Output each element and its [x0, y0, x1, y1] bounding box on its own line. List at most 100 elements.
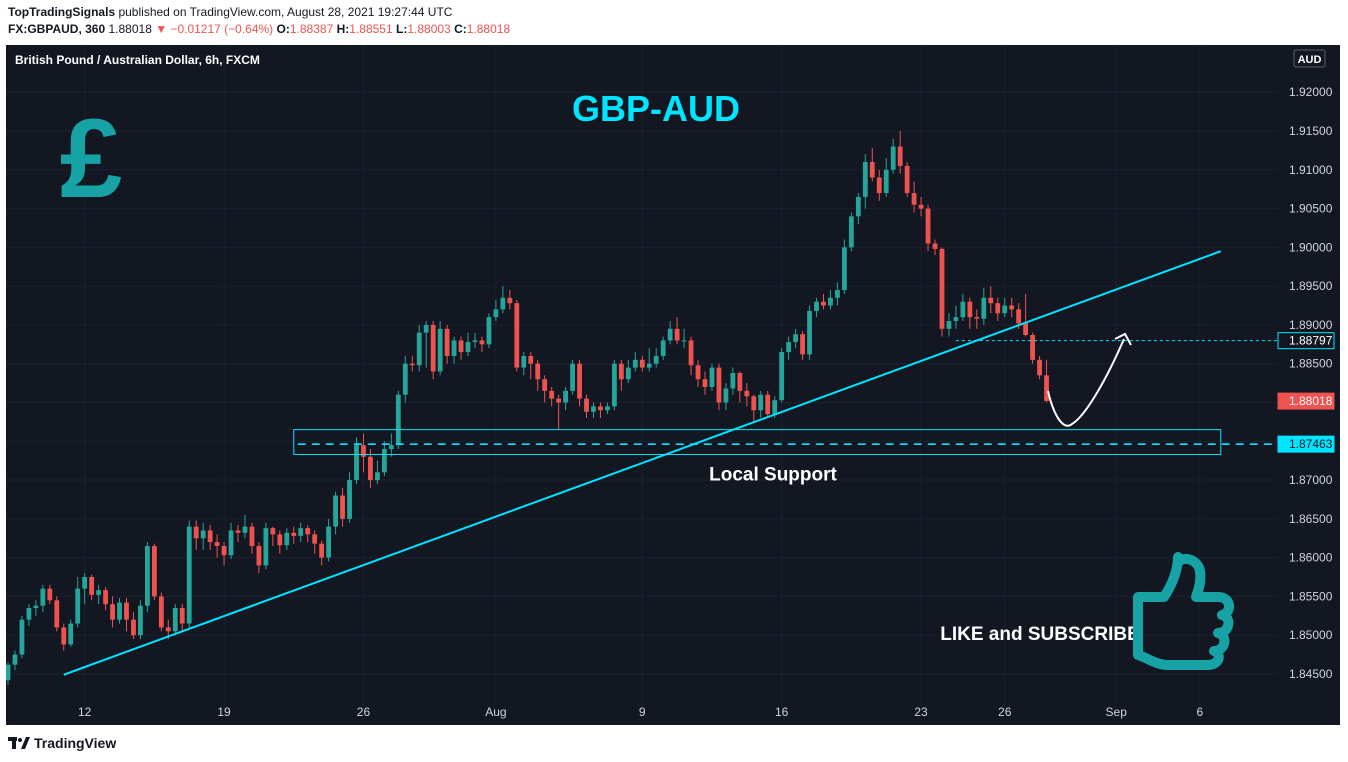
candle	[402, 363, 408, 395]
candle	[354, 445, 359, 481]
price-label: 1.88797	[1289, 334, 1333, 348]
candle	[814, 301, 819, 311]
candlestick-chart[interactable]: British Pound / Australian Dollar, 6h, F…	[5, 45, 1340, 725]
time-tick: 6	[1197, 705, 1204, 719]
low-label: L:	[396, 22, 408, 36]
candle	[779, 352, 785, 401]
candle	[800, 334, 805, 355]
candle	[904, 165, 910, 194]
change-value: ▼ −0.01217 (−0.64%)	[155, 22, 274, 36]
candle	[625, 367, 631, 380]
candle	[1009, 305, 1015, 310]
candle	[19, 619, 25, 655]
candle	[535, 363, 541, 380]
candle	[395, 394, 401, 446]
candle	[507, 297, 513, 304]
candle	[521, 355, 527, 368]
candle	[423, 324, 429, 333]
price-tick: 1.92000	[1289, 85, 1333, 99]
published-text: published on TradingView.com, August 28,…	[115, 5, 453, 19]
currency-label: AUD	[1298, 54, 1322, 66]
time-tick: 26	[357, 705, 371, 719]
candle	[570, 363, 575, 391]
candle	[967, 301, 973, 318]
candle	[765, 394, 771, 415]
candle	[33, 605, 39, 609]
price-tick: 1.90000	[1289, 240, 1333, 254]
candle	[981, 297, 987, 319]
candle	[131, 619, 136, 636]
tradingview-logo-icon	[8, 737, 30, 749]
candle	[249, 526, 255, 546]
candle	[117, 602, 122, 620]
trend-line[interactable]	[63, 250, 1222, 676]
candle	[939, 248, 945, 329]
candle	[835, 290, 840, 298]
time-axis-ticks: 12 19 26 Aug 9 16 23 26 Sep 6	[78, 705, 1204, 719]
time-tick: 9	[639, 705, 646, 719]
tradingview-logo[interactable]: TradingView	[8, 735, 116, 751]
candle	[1016, 309, 1022, 324]
candle	[165, 627, 171, 632]
candle	[103, 590, 108, 605]
candle	[786, 341, 792, 353]
candle	[639, 359, 645, 368]
candle	[472, 340, 478, 342]
candle	[270, 528, 276, 535]
price-tick: 1.88500	[1289, 357, 1333, 371]
pound-icon: £	[60, 96, 122, 221]
candle	[911, 193, 917, 205]
candle	[333, 495, 338, 527]
candle	[228, 530, 234, 556]
candle	[1044, 375, 1049, 401]
candle	[918, 204, 924, 209]
currency-box[interactable]	[1293, 49, 1326, 68]
candle	[172, 608, 178, 632]
price-tick: 1.85500	[1289, 589, 1333, 603]
price-labels: 1.88797 1.88018 1.87463	[1277, 332, 1335, 453]
candle	[179, 608, 185, 624]
time-tick: 16	[775, 705, 789, 719]
candle	[556, 398, 562, 403]
price-tick: 1.91500	[1289, 124, 1333, 138]
price-tick: 1.84500	[1289, 667, 1333, 681]
candle	[744, 390, 750, 397]
candle	[1023, 323, 1029, 336]
brand-name: TradingView	[34, 735, 117, 751]
candle	[486, 317, 492, 345]
candle	[598, 406, 603, 411]
chart-panel[interactable]: British Pound / Australian Dollar, 6h, F…	[5, 45, 1340, 725]
candle	[688, 340, 694, 366]
support-zone[interactable]	[293, 429, 1222, 455]
candle	[897, 146, 903, 166]
candle	[347, 480, 352, 519]
candle	[75, 588, 81, 624]
candle	[284, 532, 290, 546]
candle	[848, 216, 854, 248]
candle	[47, 588, 53, 601]
price-axis[interactable]	[1278, 45, 1340, 707]
candle	[953, 317, 959, 322]
candle	[145, 545, 150, 606]
candle	[1002, 305, 1008, 314]
candle	[200, 530, 206, 539]
time-tick: 19	[217, 705, 231, 719]
candle	[221, 545, 227, 556]
candle	[577, 363, 582, 399]
candle	[876, 177, 882, 194]
candle	[660, 340, 666, 356]
open-label: O:	[276, 22, 290, 36]
candle	[151, 545, 157, 597]
candle	[430, 324, 436, 372]
candle	[584, 398, 589, 412]
high-value: 1.88551	[349, 22, 393, 36]
candle	[256, 545, 262, 566]
candle	[437, 328, 443, 372]
candle	[730, 373, 736, 389]
candle	[493, 309, 499, 318]
close-value: 1.88018	[466, 22, 511, 36]
candle	[772, 400, 778, 415]
candle	[681, 340, 687, 342]
time-tick: 12	[78, 705, 92, 719]
publisher-name[interactable]: TopTradingSignals	[8, 5, 116, 19]
